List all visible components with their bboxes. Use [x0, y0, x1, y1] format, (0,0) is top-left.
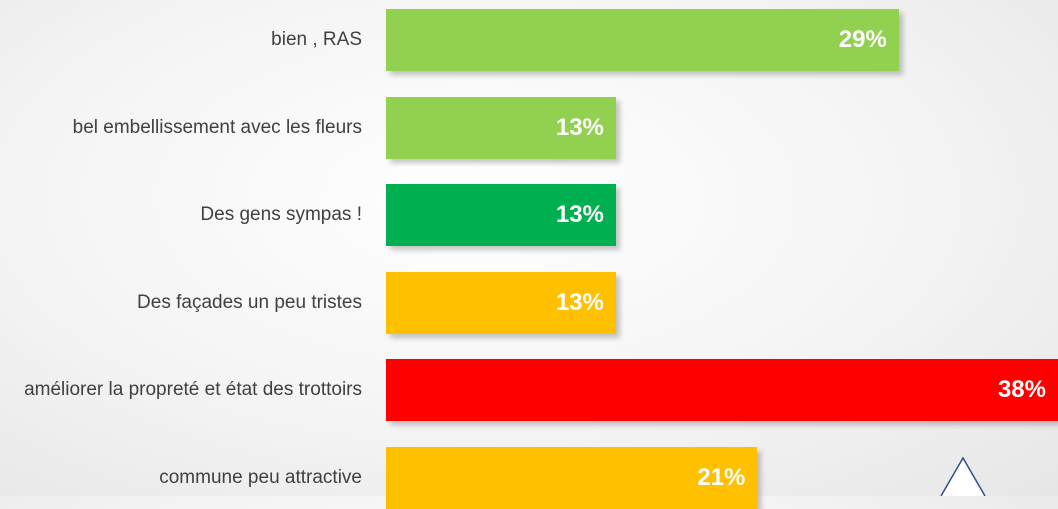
value-label-text: 13% [555, 288, 604, 316]
category-label-text: commune peu attractive [159, 466, 362, 488]
value-label: 29% [386, 9, 887, 71]
value-label-text: 13% [555, 201, 604, 228]
category-label-text: bel embellissement avec les fleurs [72, 116, 362, 138]
bar [386, 96, 616, 159]
category-label-text: Des façades un peu tristes [137, 291, 362, 313]
bar [386, 359, 1058, 421]
category-label: améliorer la propreté et état des trotto… [0, 359, 362, 421]
category-label-text: bien , RAS [271, 29, 362, 50]
bar [386, 184, 616, 246]
category-label: commune peu attractive [0, 447, 362, 509]
decoration [940, 456, 986, 496]
value-label: 13% [386, 97, 604, 159]
value-label-text: 38% [997, 376, 1046, 403]
value-label-text: 29% [838, 26, 887, 53]
bar [386, 271, 616, 334]
value-label-text: 13% [555, 113, 604, 141]
category-label-text: améliorer la propreté et état des trotto… [24, 379, 362, 400]
value-label: 13% [386, 272, 604, 334]
value-label: 21% [386, 447, 745, 509]
category-label: Des façades un peu tristes [0, 272, 362, 334]
value-label: 38% [386, 359, 1046, 421]
category-label: bel embellissement avec les fleurs [0, 97, 362, 159]
triangle-shape [940, 456, 986, 496]
category-label: bien , RAS [0, 9, 362, 71]
value-label: 13% [386, 184, 604, 246]
category-label: Des gens sympas ! [0, 184, 362, 246]
category-label-text: Des gens sympas ! [200, 204, 362, 225]
bar [386, 9, 899, 71]
value-label-text: 21% [697, 463, 746, 491]
